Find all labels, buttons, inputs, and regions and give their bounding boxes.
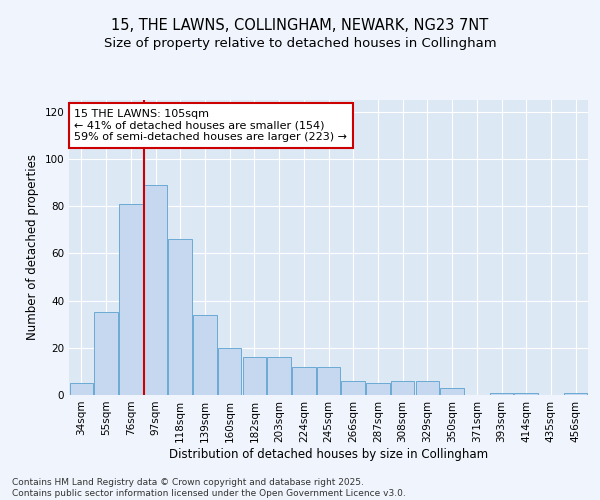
Bar <box>94 312 118 395</box>
Bar <box>564 392 587 395</box>
Bar <box>440 388 464 395</box>
Text: 15 THE LAWNS: 105sqm
← 41% of detached houses are smaller (154)
59% of semi-deta: 15 THE LAWNS: 105sqm ← 41% of detached h… <box>74 109 347 142</box>
Bar <box>218 348 241 395</box>
Bar <box>366 383 389 395</box>
Bar <box>70 383 93 395</box>
Bar <box>193 315 217 395</box>
Text: Size of property relative to detached houses in Collingham: Size of property relative to detached ho… <box>104 38 496 51</box>
Y-axis label: Number of detached properties: Number of detached properties <box>26 154 39 340</box>
Bar <box>169 239 192 395</box>
Bar <box>391 381 415 395</box>
Bar <box>317 366 340 395</box>
Text: 15, THE LAWNS, COLLINGHAM, NEWARK, NG23 7NT: 15, THE LAWNS, COLLINGHAM, NEWARK, NG23 … <box>112 18 488 32</box>
Bar <box>292 366 316 395</box>
Bar <box>119 204 143 395</box>
Bar <box>268 357 291 395</box>
Bar <box>490 392 513 395</box>
Bar <box>242 357 266 395</box>
Bar <box>341 381 365 395</box>
Bar <box>514 392 538 395</box>
Bar <box>416 381 439 395</box>
Text: Contains HM Land Registry data © Crown copyright and database right 2025.
Contai: Contains HM Land Registry data © Crown c… <box>12 478 406 498</box>
Bar <box>144 185 167 395</box>
X-axis label: Distribution of detached houses by size in Collingham: Distribution of detached houses by size … <box>169 448 488 460</box>
